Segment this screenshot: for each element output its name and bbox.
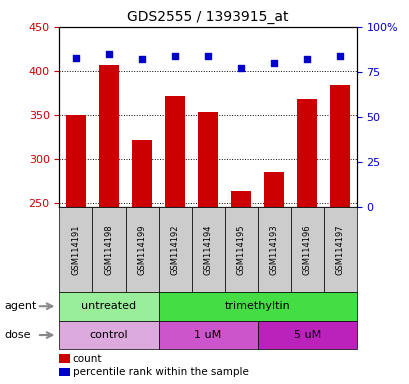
Text: GSM114192: GSM114192 xyxy=(170,224,179,275)
Bar xyxy=(198,112,218,207)
Text: GSM114195: GSM114195 xyxy=(236,224,245,275)
Bar xyxy=(263,172,283,207)
Text: GSM114196: GSM114196 xyxy=(302,224,311,275)
Text: GSM114199: GSM114199 xyxy=(137,224,146,275)
Point xyxy=(106,51,112,57)
Point xyxy=(72,55,79,61)
Point xyxy=(204,53,211,59)
Point xyxy=(237,65,244,71)
Text: percentile rank within the sample: percentile rank within the sample xyxy=(72,367,248,377)
Text: 5 uM: 5 uM xyxy=(293,330,320,340)
Bar xyxy=(165,96,184,207)
Text: agent: agent xyxy=(4,301,36,311)
Text: control: control xyxy=(90,330,128,340)
Text: GSM114197: GSM114197 xyxy=(335,224,344,275)
Text: GSM114193: GSM114193 xyxy=(269,224,278,275)
Text: 1 uM: 1 uM xyxy=(194,330,221,340)
Text: GSM114198: GSM114198 xyxy=(104,224,113,275)
Text: untreated: untreated xyxy=(81,301,136,311)
Point xyxy=(336,53,343,59)
Point xyxy=(138,56,145,63)
Bar xyxy=(330,85,349,207)
Text: trimethyltin: trimethyltin xyxy=(224,301,290,311)
Title: GDS2555 / 1393915_at: GDS2555 / 1393915_at xyxy=(127,10,288,25)
Text: GSM114194: GSM114194 xyxy=(203,224,212,275)
Bar xyxy=(66,115,85,207)
Text: GSM114191: GSM114191 xyxy=(71,224,80,275)
Point xyxy=(270,60,277,66)
Point xyxy=(171,53,178,59)
Text: dose: dose xyxy=(4,330,31,340)
Bar xyxy=(132,139,152,207)
Point xyxy=(303,56,310,63)
Bar xyxy=(231,190,250,207)
Text: count: count xyxy=(72,354,102,364)
Bar xyxy=(99,65,119,207)
Bar xyxy=(297,99,316,207)
